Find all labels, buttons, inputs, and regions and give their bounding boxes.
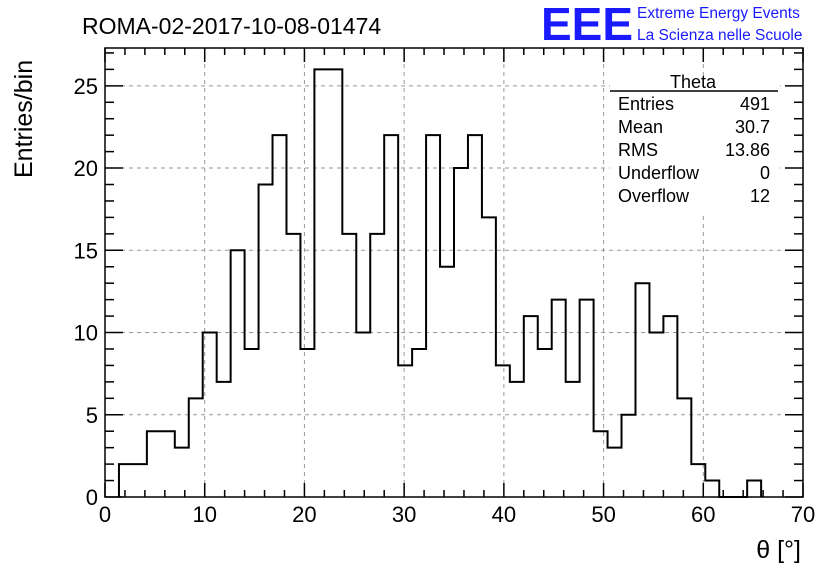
x-tick-label: 30 [392,502,416,527]
y-tick-label: 20 [74,156,98,181]
y-tick-label: 25 [74,74,98,99]
x-tick-label: 60 [691,502,715,527]
y-axis-title: Entries/bin [10,60,38,178]
stats-label-underflow: Underflow [618,163,700,183]
x-tick-label: 0 [99,502,111,527]
stats-title: Theta [670,72,717,92]
x-axis-title: θ [°] [756,536,801,564]
eee-logo: EEE [541,0,633,50]
stats-label-overflow: Overflow [618,186,690,206]
x-tick-label: 10 [192,502,216,527]
x-tick-label: 40 [492,502,516,527]
stats-value-overflow: 12 [750,186,770,206]
logo-line-1: Extreme Energy Events [637,5,800,22]
stats-box-background [610,80,780,212]
y-tick-label: 15 [74,238,98,263]
run-title: ROMA-02-2017-10-08-01474 [82,13,381,39]
stats-value-underflow: 0 [760,163,770,183]
axis-ticks [104,48,804,498]
tick-labels: 0 10 20 30 40 50 60 70 0 5 10 15 20 25 [74,74,816,527]
x-tick-label: 50 [591,502,615,527]
stats-label-mean: Mean [618,117,663,137]
x-tick-label: 70 [791,502,815,527]
y-tick-label: 0 [86,485,98,510]
stats-label-rms: RMS [618,140,658,160]
stats-box: Theta Entries 491 Mean 30.7 RMS 13.86 Un… [610,72,780,212]
stats-value-mean: 30.7 [735,117,770,137]
stats-value-rms: 13.86 [725,140,770,160]
stats-value-entries: 491 [740,94,770,114]
y-tick-label: 10 [74,321,98,346]
y-tick-label: 5 [86,403,98,428]
logo-line-2: La Scienza nelle Scuole [637,27,802,44]
stats-label-entries: Entries [618,94,674,114]
x-tick-label: 20 [292,502,316,527]
histogram-series [117,68,763,498]
